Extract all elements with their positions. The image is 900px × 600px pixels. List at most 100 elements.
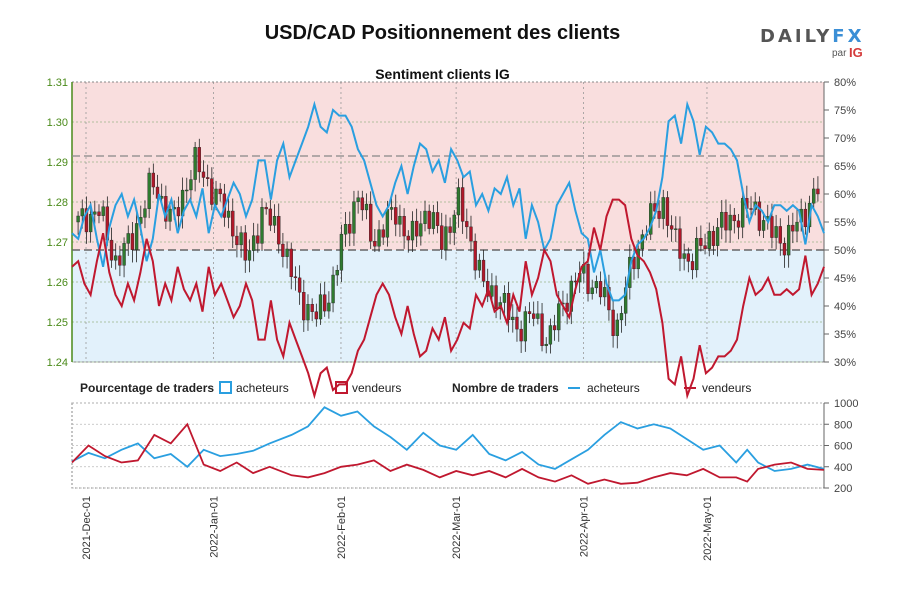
candle-up	[615, 319, 619, 336]
percent-tick-label: 80%	[834, 77, 856, 89]
candle-down	[778, 226, 782, 244]
candle-up	[331, 274, 335, 304]
candle-up	[93, 211, 97, 215]
candle-down	[130, 233, 135, 250]
candle-down	[231, 210, 235, 237]
candle-up	[356, 197, 360, 202]
legend-sellers-pct-swatch	[335, 381, 348, 394]
candle-down	[519, 328, 523, 342]
candle-down	[527, 311, 532, 314]
candle-up	[343, 224, 348, 235]
candle-up	[88, 214, 93, 233]
candle-up	[126, 233, 130, 244]
candle-up	[707, 230, 711, 249]
candle-down	[360, 197, 364, 211]
x-tick-label: 2022-Feb-01	[336, 496, 348, 559]
candle-down	[665, 197, 670, 226]
sellers-percent-line	[71, 198, 825, 400]
price-tick-label: 1.30	[47, 117, 68, 129]
count-tick-label: 600	[834, 441, 852, 453]
candle-up	[419, 223, 423, 237]
candle-up	[594, 281, 599, 289]
candle-up	[511, 316, 515, 321]
candle-up	[189, 179, 193, 191]
candle-up	[502, 293, 507, 303]
chart-subtitle: Sentiment clients IG	[375, 66, 510, 82]
legend-count-title: Nombre de traders	[452, 381, 559, 395]
candle-up	[398, 216, 402, 225]
percent-tick-label: 40%	[834, 301, 856, 313]
candle-down	[678, 228, 682, 259]
percent-tick-label: 35%	[834, 329, 856, 341]
candle-up	[226, 210, 231, 218]
percent-tick-label: 60%	[834, 189, 856, 201]
candle-down	[256, 235, 260, 244]
candle-up	[695, 238, 699, 271]
candle-down	[460, 187, 465, 222]
candle-down	[97, 211, 101, 216]
candle-down	[699, 238, 703, 246]
candle-down	[323, 294, 327, 312]
candle-down	[791, 224, 795, 232]
candle-up	[548, 325, 553, 345]
candle-down	[469, 226, 473, 242]
candle-up	[318, 294, 323, 320]
legend-sellers-count-label: vendeurs	[702, 381, 751, 395]
candle-down	[816, 188, 820, 195]
price-tick-label: 1.26	[47, 277, 68, 289]
buyers-percent-line	[71, 100, 825, 302]
candle-up	[795, 221, 799, 232]
logo-brand-left: DAILY	[760, 26, 833, 47]
candle-up	[674, 228, 678, 230]
legend-sellers-pct-label: vendeurs	[352, 381, 401, 395]
candle-up	[339, 233, 344, 271]
candle-down	[176, 207, 181, 217]
candle-up	[603, 287, 607, 298]
candle-down	[532, 313, 536, 319]
candle-up	[143, 208, 147, 218]
candle-down	[314, 311, 318, 320]
x-tick-label: 2022-Jan-01	[208, 496, 220, 558]
candle-down	[473, 240, 477, 271]
price-tick-label: 1.31	[47, 77, 68, 89]
candle-up	[377, 229, 381, 247]
sentiment-zone-bottom	[72, 250, 824, 362]
candle-up	[193, 147, 197, 180]
price-tick-label: 1.24	[47, 357, 68, 369]
candle-down	[494, 285, 498, 309]
sellers-count-line	[71, 422, 825, 485]
candle-down	[427, 210, 431, 229]
candle-down	[402, 216, 406, 237]
percent-tick-label: 50%	[834, 245, 856, 257]
percent-tick-label: 55%	[834, 217, 856, 229]
price-tick-label: 1.25	[47, 317, 68, 329]
candle-down	[243, 232, 247, 261]
candle-up	[619, 313, 624, 321]
candle-down	[348, 224, 352, 234]
legend-buyers-pct-label: acheteurs	[236, 381, 289, 395]
percent-tick-label: 70%	[834, 133, 856, 145]
candle-up	[76, 215, 80, 223]
candle-up	[101, 206, 105, 216]
x-tick-label: 2022-Mar-01	[451, 496, 463, 559]
candle-down	[540, 313, 544, 346]
candle-down	[268, 208, 273, 226]
candle-up	[272, 216, 277, 226]
candle-up	[590, 287, 594, 294]
x-tick-label: 2022-May-01	[702, 496, 714, 561]
candle-up	[364, 203, 369, 211]
percent-tick-label: 45%	[834, 273, 856, 285]
candle-up	[444, 226, 448, 250]
candle-up	[285, 248, 289, 257]
candle-down	[724, 211, 728, 231]
candle-down	[218, 188, 222, 195]
candle-up	[636, 248, 640, 270]
buyers-count-line	[71, 406, 825, 472]
logo-brand-right: FX	[832, 26, 865, 47]
candle-down	[632, 256, 636, 270]
candle-down	[749, 208, 753, 210]
candle-up	[452, 214, 456, 233]
candle-up	[661, 197, 665, 219]
candle-down	[669, 225, 674, 230]
candle-down	[369, 203, 373, 242]
